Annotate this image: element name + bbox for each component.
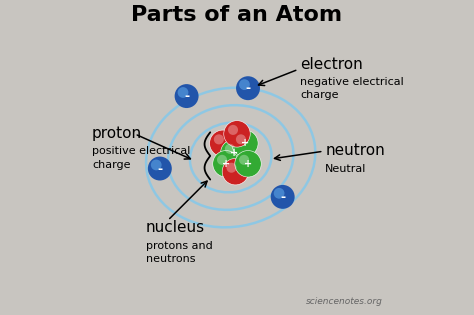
Text: -: - xyxy=(157,163,163,176)
Text: nucleus: nucleus xyxy=(146,220,205,236)
Circle shape xyxy=(239,79,250,90)
Circle shape xyxy=(148,157,172,180)
Text: proton: proton xyxy=(92,126,142,141)
Text: protons and
neutrons: protons and neutrons xyxy=(146,241,212,264)
Circle shape xyxy=(174,84,199,108)
Circle shape xyxy=(224,121,250,147)
Circle shape xyxy=(236,134,246,144)
Circle shape xyxy=(178,87,188,98)
Text: Parts of an Atom: Parts of an Atom xyxy=(131,5,343,25)
Text: -: - xyxy=(280,191,285,204)
Circle shape xyxy=(236,76,260,100)
Circle shape xyxy=(227,163,237,173)
Text: neutron: neutron xyxy=(325,143,385,158)
Circle shape xyxy=(271,185,295,209)
Text: Neutral: Neutral xyxy=(325,164,366,174)
Circle shape xyxy=(217,155,227,165)
Text: +: + xyxy=(222,159,230,169)
Circle shape xyxy=(235,151,261,177)
Text: +: + xyxy=(244,159,252,169)
Text: negative electrical
charge: negative electrical charge xyxy=(300,77,404,100)
Text: electron: electron xyxy=(300,57,363,72)
Circle shape xyxy=(210,130,236,157)
Text: positive electrical
charge: positive electrical charge xyxy=(92,146,191,170)
Circle shape xyxy=(222,158,249,185)
Circle shape xyxy=(214,134,224,144)
Circle shape xyxy=(213,151,239,177)
Circle shape xyxy=(220,140,247,166)
Text: sciencenotes.org: sciencenotes.org xyxy=(306,296,383,306)
Circle shape xyxy=(228,125,238,135)
Text: -: - xyxy=(184,90,189,103)
Text: -: - xyxy=(246,82,251,95)
Circle shape xyxy=(239,155,249,165)
Circle shape xyxy=(151,159,162,170)
Text: +: + xyxy=(241,138,249,148)
Text: +: + xyxy=(230,148,238,158)
Circle shape xyxy=(225,144,235,154)
Circle shape xyxy=(232,130,258,157)
Circle shape xyxy=(273,188,284,199)
